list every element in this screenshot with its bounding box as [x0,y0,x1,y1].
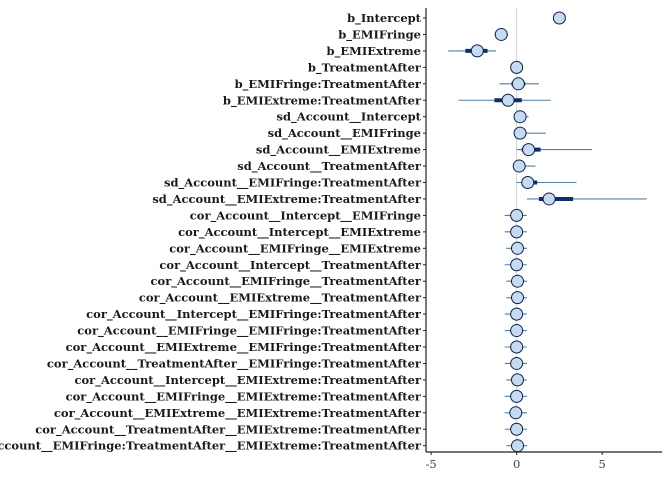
parameter-row [504,324,527,338]
y-tick-label: b_EMIExtreme:TreatmentAfter [223,93,422,108]
estimate-point [510,422,524,436]
y-tick-label: sd_Account__TreatmentAfter [237,159,422,174]
parameter-row [448,44,497,58]
estimate-point [552,11,566,25]
estimate-point [521,176,535,189]
estimate-point [512,159,526,173]
y-tick-label: sd_Account__EMIFringe [268,126,421,141]
y-tick-label: b_EMIFringe [338,27,421,42]
parameter-row [504,258,527,272]
y-tick-label: cor_Account__EMIFringe:TreatmentAfter__E… [0,439,422,454]
estimate-point [510,389,524,403]
parameter-row [552,11,566,25]
estimate-point [510,225,524,239]
y-tick-label: sd_Account__EMIFringe:TreatmentAfter [164,176,422,191]
estimate-point [509,406,523,420]
estimate-point [510,340,524,354]
estimate-point [510,274,524,288]
estimate-point [510,356,524,370]
estimate-point [511,77,525,91]
x-tick-label: 0 [513,457,520,471]
parameter-row [506,241,527,255]
estimate-point [510,291,524,305]
parameter-row [494,27,509,41]
estimate-point [510,439,524,453]
estimate-point [542,192,556,206]
estimate-point [510,241,524,255]
parameter-row [504,307,527,321]
y-tick-label: b_EMIExtreme [327,44,421,59]
parameter-row [516,176,577,189]
y-tick-label: cor_Account__TreatmentAfter__EMIExtreme:… [35,422,422,437]
estimate-point [510,208,524,222]
parameter-row [504,389,527,403]
parameter-row [516,143,592,157]
x-tick-label: -5 [426,457,437,471]
parameter-row [504,340,527,354]
y-tick-label: cor_Account__Intercept__EMIFringe [190,208,421,223]
estimate-point [510,60,524,74]
parameter-row [506,274,527,288]
parameter-row [506,439,527,453]
estimate-point [510,324,524,338]
plot-area [448,8,647,453]
parameter-row [499,77,539,91]
x-tick-label: 5 [598,457,605,471]
estimate-point [513,126,527,140]
parameter-row [513,126,546,140]
parameter-row [504,356,527,370]
parameter-row [506,373,527,387]
parameter-row [512,159,536,173]
estimate-point [470,44,484,58]
parameter-row [510,60,524,74]
y-tick-label: b_Intercept [347,11,422,26]
y-tick-label: sd_Account__EMIExtreme [256,143,421,158]
estimate-point [510,258,524,272]
y-tick-label: sd_Account__EMIExtreme:TreatmentAfter [152,192,422,207]
y-tick-label: cor_Account__TreatmentAfter__EMIFringe:T… [47,356,422,371]
parameter-row [458,93,551,107]
parameter-row [504,422,527,436]
y-tick-label: cor_Account__Intercept__TreatmentAfter [159,258,422,273]
y-tick-label: cor_Account__EMIFringe__EMIExtreme [169,241,421,256]
y-tick-label: cor_Account__Intercept__EMIExtreme:Treat… [75,373,422,388]
parameter-row [504,225,527,239]
y-tick-label: cor_Account__EMIFringe__EMIFringe:Treatm… [77,324,422,339]
y-tick-label: cor_Account__EMIFringe__EMIExtreme:Treat… [66,389,422,404]
estimate-point [522,143,536,157]
y-tick-label: cor_Account__Intercept__EMIFringe:Treatm… [86,307,422,322]
y-tick-label: sd_Account__Intercept [277,110,422,125]
parameter-row [513,110,529,124]
estimate-point [501,93,515,107]
parameter-row [504,406,527,420]
estimate-point [510,373,524,387]
y-tick-label: cor_Account__Intercept__EMIExtreme [178,225,421,240]
parameter-row [506,291,527,305]
estimate-point [494,27,508,41]
estimate-point [510,307,524,321]
y-tick-label: cor_Account__EMIFringe__TreatmentAfter [151,274,422,289]
y-tick-label: cor_Account__EMIExtreme__TreatmentAfter [139,291,422,306]
parameter-row [526,192,647,206]
estimate-point [513,110,527,124]
y-tick-label: b_EMIFringe:TreatmentAfter [235,77,422,92]
y-tick-label: b_TreatmentAfter [308,60,422,75]
y-tick-label: cor_Account__EMIExtreme__EMIFringe:Treat… [66,340,422,355]
parameter-row [504,208,527,222]
y-tick-label: cor_Account__EMIExtreme__EMIExtreme:Trea… [54,406,422,421]
